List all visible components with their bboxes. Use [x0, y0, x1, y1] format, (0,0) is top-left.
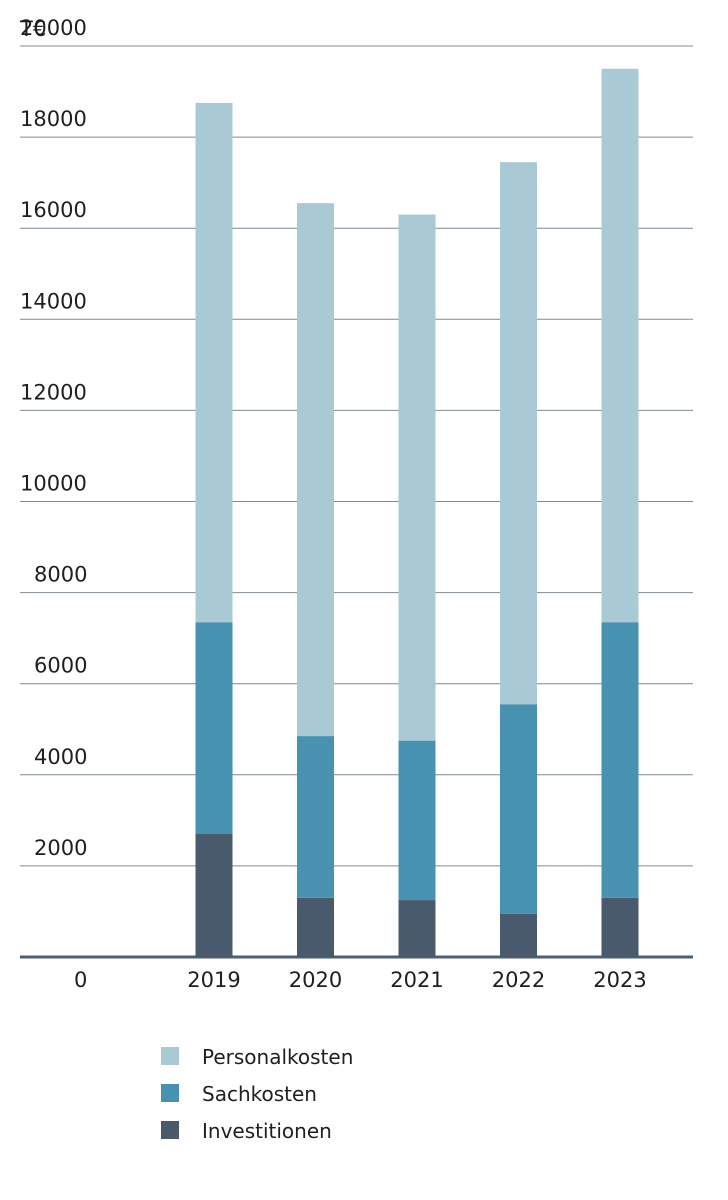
legend: Personalkosten Sachkosten Investitionen [161, 1045, 353, 1143]
bar-segment-sachkosten-2019 [195, 622, 233, 835]
y-tick-label: 4000 [34, 745, 87, 769]
bar-segment-personalkosten-2022 [500, 162, 537, 705]
gridlines [20, 45, 693, 959]
y-axis-unit-label: T€ [19, 17, 46, 41]
y-tick-label: 18000 [20, 107, 87, 131]
bar-segment-personalkosten-2021 [398, 214, 436, 741]
y-tick-label: 6000 [34, 654, 87, 678]
bar-segment-investitionen-2019 [195, 834, 233, 957]
bar-segment-investitionen-2023 [601, 897, 639, 957]
bar-segment-investitionen-2022 [500, 913, 537, 957]
bar-segment-personalkosten-2020 [297, 203, 334, 737]
x-tick-label: 2023 [593, 968, 646, 992]
y-tick-label: 10000 [20, 472, 87, 496]
bar-segment-personalkosten-2023 [601, 68, 639, 623]
legend-swatch [161, 1084, 179, 1102]
y-tick-labels: 0 2000 4000 6000 8000 10000 12000 14000 16000 180… [20, 16, 87, 992]
legend-label: Sachkosten [202, 1082, 317, 1106]
bars [195, 68, 639, 957]
x-tick-label: 2021 [390, 968, 443, 992]
y-tick-label: 16000 [20, 198, 87, 222]
x-tick-label: 2022 [492, 968, 545, 992]
bar-segment-investitionen-2020 [297, 897, 334, 957]
x-tick-labels: 2019 2020 2021 2022 2023 [187, 968, 646, 992]
y-tick-label: 2000 [34, 836, 87, 860]
x-tick-label: 2020 [289, 968, 342, 992]
y-tick-label: 14000 [20, 289, 87, 313]
bar-segment-sachkosten-2020 [297, 736, 334, 898]
x-tick-label: 2019 [187, 968, 240, 992]
y-tick-label: 8000 [34, 563, 87, 587]
legend-swatch [161, 1047, 179, 1065]
bar-segment-sachkosten-2021 [398, 740, 436, 901]
bar-segment-investitionen-2021 [398, 900, 436, 957]
legend-label: Personalkosten [202, 1045, 353, 1069]
legend-swatch [161, 1121, 179, 1139]
bar-segment-sachkosten-2022 [500, 704, 537, 914]
bar-segment-personalkosten-2019 [195, 102, 233, 623]
legend-label: Investitionen [202, 1119, 332, 1143]
y-tick-label: 0 [74, 968, 87, 992]
y-tick-label: 12000 [20, 380, 87, 404]
bar-segment-sachkosten-2023 [601, 622, 639, 898]
y-tick-label: 20000 [20, 16, 87, 40]
